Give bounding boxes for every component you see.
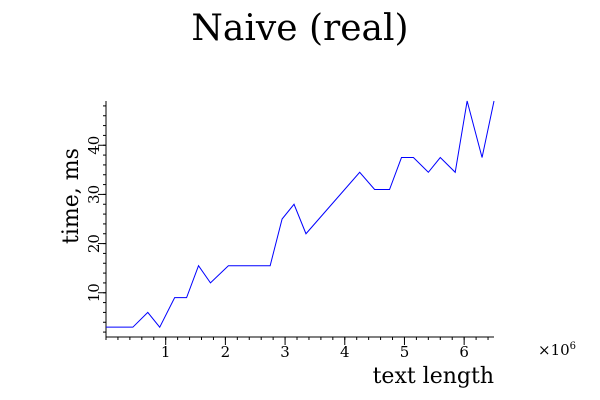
y-tick-label: 40 <box>85 136 103 155</box>
x-tick-label: 5 <box>400 343 410 361</box>
x-tick-label: 2 <box>221 343 231 361</box>
y-tick-label: 10 <box>85 283 103 302</box>
x-tick-label: 4 <box>340 343 350 361</box>
x-tick-label: 3 <box>280 343 290 361</box>
x-axis-label: text length <box>373 364 494 389</box>
x-axis-multiplier: ×106 <box>538 341 576 359</box>
y-tick-label: 30 <box>85 185 103 204</box>
plot-area: 1 2 3 4 5 6 10 20 30 40 <box>85 100 495 361</box>
series-line <box>106 100 495 329</box>
y-axis-label: time, ms <box>59 148 84 244</box>
chart-title: Naive (real) <box>191 8 408 49</box>
x-tick-label: 1 <box>161 343 171 361</box>
x-axis-multiplier-base: ×10 <box>538 341 570 359</box>
x-axis-multiplier-exponent: 6 <box>570 341 576 352</box>
y-tick-label: 20 <box>85 234 103 253</box>
x-tick-label: 6 <box>459 343 469 361</box>
